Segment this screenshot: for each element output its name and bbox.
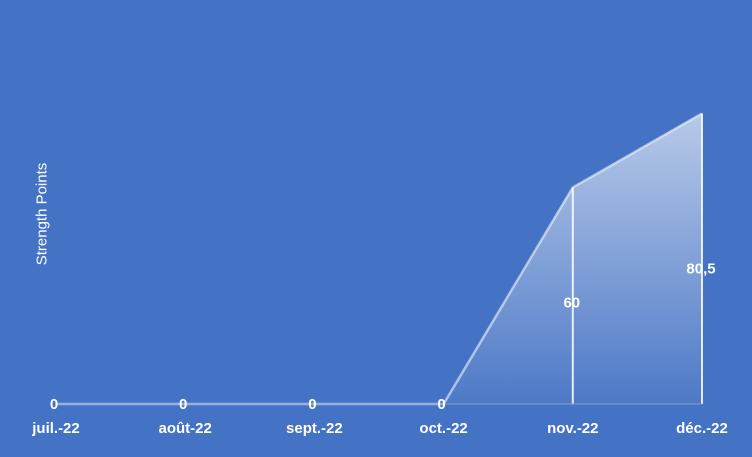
x-tick-label: oct.-22 bbox=[419, 420, 467, 437]
data-label: 0 bbox=[50, 396, 58, 413]
x-tick-label: déc.-22 bbox=[676, 420, 728, 437]
x-tick-label: nov.-22 bbox=[547, 420, 598, 437]
data-label: 0 bbox=[437, 396, 445, 413]
x-tick-label: août-22 bbox=[159, 420, 212, 437]
data-label: 80,5 bbox=[686, 260, 715, 277]
series-area bbox=[56, 113, 702, 404]
y-axis-title: Strength Points bbox=[33, 162, 51, 266]
x-tick-label: sept.-22 bbox=[286, 420, 343, 437]
x-tick-label: juil.-22 bbox=[31, 420, 80, 437]
data-label: 0 bbox=[308, 396, 316, 413]
data-label: 0 bbox=[179, 396, 187, 413]
data-label: 60 bbox=[563, 294, 580, 311]
